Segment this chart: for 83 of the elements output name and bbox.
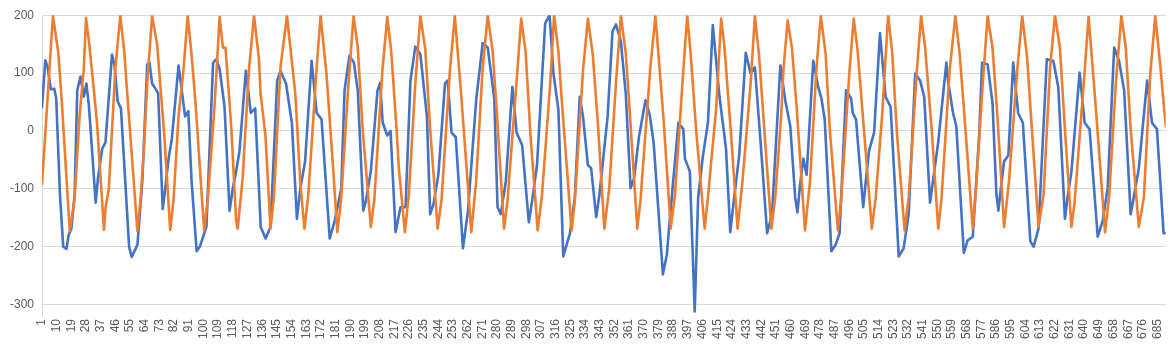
y-tick-label: 200 bbox=[13, 7, 35, 22]
x-tick-label: 478 bbox=[812, 318, 827, 340]
x-tick-label: 523 bbox=[885, 318, 900, 340]
x-tick-label: 514 bbox=[871, 318, 885, 340]
x-tick-label: 658 bbox=[1105, 318, 1120, 340]
x-tick-label: 172 bbox=[313, 318, 328, 340]
x-tick-label: 631 bbox=[1061, 318, 1076, 340]
x-tick-label: 388 bbox=[665, 318, 680, 340]
y-tick-label: -200 bbox=[9, 238, 35, 253]
x-tick-label: 343 bbox=[592, 318, 607, 340]
x-tick-label: 424 bbox=[724, 318, 739, 340]
x-tick-label: 604 bbox=[1017, 318, 1032, 340]
x-tick-label: 55 bbox=[122, 318, 137, 333]
x-tick-label: 379 bbox=[650, 318, 665, 340]
x-tick-label: 415 bbox=[709, 318, 724, 340]
x-tick-label: 136 bbox=[254, 318, 269, 340]
x-tick-label: 640 bbox=[1076, 318, 1091, 340]
x-tick-label: 397 bbox=[680, 318, 695, 340]
x-tick-label: 442 bbox=[753, 318, 768, 340]
x-tick-label: 253 bbox=[445, 318, 460, 340]
x-tick-label: 64 bbox=[137, 318, 152, 333]
x-tick-label: 496 bbox=[841, 318, 856, 340]
x-tick-label: 541 bbox=[915, 318, 930, 340]
y-tick-label: -100 bbox=[9, 181, 35, 196]
x-tick-label: 154 bbox=[283, 318, 298, 340]
x-tick-label: 595 bbox=[1003, 318, 1018, 340]
x-tick-label: 118 bbox=[225, 318, 240, 339]
x-tick-label: 100 bbox=[195, 318, 210, 340]
x-tick-label: 685 bbox=[1149, 318, 1164, 340]
x-tick-label: 145 bbox=[269, 318, 284, 340]
x-tick-label: 235 bbox=[415, 318, 430, 340]
x-tick-label: 316 bbox=[548, 318, 563, 340]
x-tick-label: 406 bbox=[694, 318, 709, 340]
x-tick-label: 361 bbox=[621, 318, 636, 340]
x-tick-label: 568 bbox=[959, 318, 974, 340]
x-tick-label: 127 bbox=[239, 318, 254, 340]
x-tick-label: 451 bbox=[768, 318, 783, 340]
y-tick-label: -300 bbox=[9, 296, 35, 311]
x-tick-label: 289 bbox=[504, 318, 519, 340]
x-tick-label: 190 bbox=[342, 318, 357, 340]
x-tick-label: 649 bbox=[1091, 318, 1106, 340]
x-tick-label: 469 bbox=[797, 318, 812, 340]
x-tick-label: 10 bbox=[49, 318, 64, 333]
x-tick-label: 28 bbox=[78, 318, 93, 333]
x-tick-label: 1 bbox=[34, 318, 49, 326]
x-tick-label: 487 bbox=[826, 318, 841, 340]
x-tick-label: 19 bbox=[63, 318, 78, 333]
x-tick-label: 460 bbox=[782, 318, 797, 340]
x-tick-label: 73 bbox=[151, 318, 166, 333]
x-tick-label: 334 bbox=[577, 318, 592, 340]
x-tick-label: 181 bbox=[327, 318, 342, 340]
x-tick-label: 208 bbox=[371, 318, 386, 340]
x-tick-label: 352 bbox=[606, 318, 621, 340]
x-tick-label: 550 bbox=[929, 318, 944, 340]
x-tick-label: 613 bbox=[1032, 318, 1047, 340]
y-tick-label: 100 bbox=[13, 65, 35, 80]
x-tick-label: 325 bbox=[562, 318, 577, 340]
x-tick-label: 262 bbox=[460, 318, 474, 340]
x-tick-label: 271 bbox=[474, 318, 489, 340]
x-tick-label: 244 bbox=[430, 318, 445, 340]
x-tick-label: 577 bbox=[973, 318, 988, 340]
x-tick-label: 532 bbox=[900, 318, 915, 340]
x-tick-label: 280 bbox=[489, 318, 504, 340]
y-tick-label: 0 bbox=[27, 123, 35, 138]
x-tick-label: 676 bbox=[1135, 318, 1150, 340]
x-tick-label: 199 bbox=[357, 318, 372, 340]
x-tick-label: 109 bbox=[210, 318, 225, 340]
x-tick-label: 622 bbox=[1047, 318, 1062, 340]
x-tick-label: 586 bbox=[988, 318, 1003, 340]
x-tick-label: 82 bbox=[166, 318, 181, 333]
x-tick-label: 298 bbox=[518, 318, 533, 340]
x-tick-label: 91 bbox=[181, 318, 196, 333]
x-tick-label: 217 bbox=[386, 318, 401, 340]
x-tick-label: 559 bbox=[944, 318, 959, 340]
x-tick-label: 433 bbox=[738, 318, 753, 340]
x-tick-label: 307 bbox=[533, 318, 548, 340]
x-tick-label: 505 bbox=[856, 318, 871, 340]
x-tick-label: 226 bbox=[401, 318, 416, 340]
x-tick-label: 667 bbox=[1120, 318, 1135, 340]
x-tick-label: 370 bbox=[636, 318, 651, 340]
x-tick-label: 37 bbox=[93, 318, 108, 333]
x-tick-label: 163 bbox=[298, 318, 313, 340]
x-tick-label: 46 bbox=[107, 318, 122, 333]
